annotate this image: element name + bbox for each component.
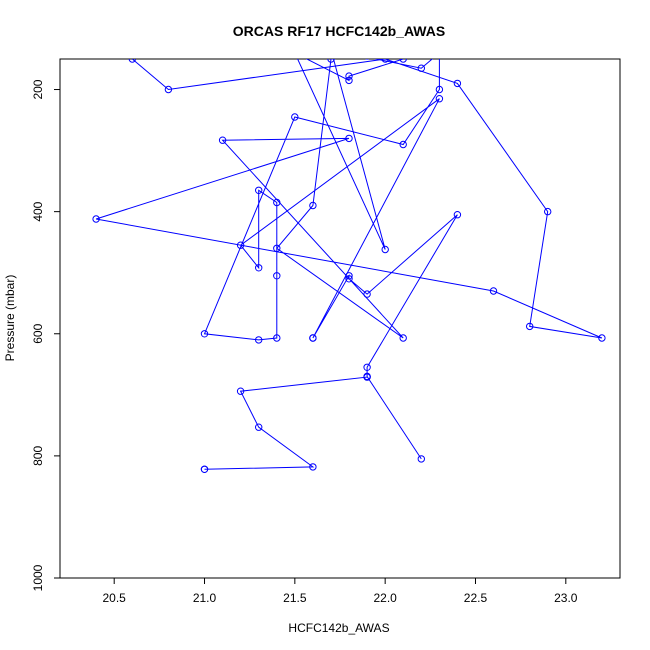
y-axis-label: Pressure (mbar): [3, 275, 17, 362]
x-axis: 20.5 21.0 21.5 22.0 22.5 23.0: [103, 577, 578, 605]
data-point: [200, 330, 209, 338]
data-point: [544, 207, 552, 216]
data-point: [255, 423, 263, 431]
data-point: [218, 136, 227, 144]
data-point: [345, 272, 353, 280]
series-line: [95, 59, 603, 470]
data-point: [363, 290, 371, 298]
data-point: [489, 287, 498, 295]
data-point: [255, 264, 263, 272]
x-tick-label: 20.5: [103, 591, 127, 605]
data-point: [328, 47, 334, 53]
data-point: [453, 211, 462, 219]
data-point: [292, 50, 298, 56]
data-point: [345, 72, 353, 80]
series-layer: [92, 47, 606, 473]
data-point: [435, 95, 444, 103]
data-point: [273, 334, 281, 342]
data-point: [399, 140, 407, 149]
data-point: [453, 79, 462, 88]
data-point: [381, 245, 389, 254]
y-tick-label: 800: [31, 446, 45, 466]
data-point: [365, 59, 370, 60]
data-point: [399, 334, 407, 342]
y-axis: 200 400 600 800 1000: [31, 79, 61, 591]
data-point: [417, 455, 425, 463]
data-point: [236, 241, 245, 249]
data-point: [255, 336, 263, 344]
y-tick-label: 400: [31, 201, 45, 221]
chart-title: ORCAS RF17 HCFC142b_AWAS: [233, 23, 445, 39]
y-tick-label: 1000: [31, 564, 45, 591]
data-point: [236, 387, 245, 395]
data-point: [309, 201, 317, 210]
x-tick-label: 22.5: [464, 591, 488, 605]
x-tick-label: 21.0: [193, 591, 217, 605]
data-point: [327, 59, 335, 63]
data-point: [435, 85, 444, 94]
x-axis-label: HCFC142b_AWAS: [288, 621, 389, 635]
data-point: [273, 272, 281, 280]
data-point: [526, 322, 534, 331]
data-point: [381, 59, 389, 63]
data-point: [291, 113, 299, 121]
data-point: [273, 198, 281, 207]
data-point: [436, 50, 442, 56]
data-point: [128, 59, 136, 63]
data-point: [309, 334, 317, 342]
data-point: [345, 275, 353, 283]
data-point: [273, 244, 281, 253]
data-point: [363, 372, 371, 381]
data-point: [598, 334, 606, 342]
data-point: [309, 463, 317, 471]
data-point: [363, 363, 371, 371]
data-point: [92, 215, 100, 223]
plot-frame: [59, 58, 621, 579]
data-point: [255, 186, 263, 195]
x-tick-label: 21.5: [283, 591, 307, 605]
data-point: [345, 76, 353, 85]
y-tick-label: 200: [31, 79, 45, 99]
data-point: [164, 85, 173, 94]
y-tick-label: 600: [31, 323, 45, 343]
data-point: [345, 134, 353, 143]
data-point: [417, 64, 425, 72]
data-point: [200, 465, 209, 473]
x-tick-label: 22.0: [373, 591, 397, 605]
data-point: [399, 59, 407, 63]
x-tick-label: 23.0: [554, 591, 578, 605]
